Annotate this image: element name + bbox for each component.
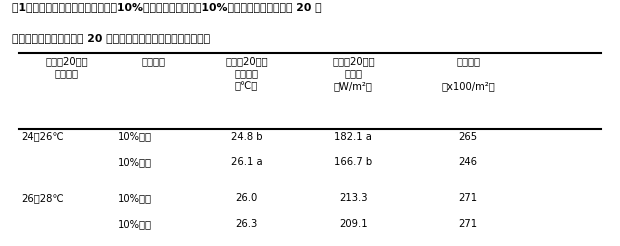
Text: 166.7 b: 166.7 b: [334, 157, 373, 168]
Text: 24～26℃: 24～26℃: [22, 132, 64, 142]
Text: 271: 271: [459, 193, 477, 203]
Text: 出穂後20日間
日射量
（W/m²）: 出穂後20日間 日射量 （W/m²）: [332, 56, 374, 92]
Text: 乳白粒率: 乳白粒率: [141, 56, 166, 66]
Text: 表1　乳白粒の発生率が高い地点（10%以上）と低い地点（10%以下）における出穂前 20 日: 表1 乳白粒の発生率が高い地点（10%以上）と低い地点（10%以下）における出穂…: [12, 2, 322, 13]
Text: 24.8 b: 24.8 b: [231, 132, 262, 142]
Text: 10%以上: 10%以上: [118, 219, 152, 229]
Text: 26～28℃: 26～28℃: [22, 193, 64, 203]
Text: 265: 265: [459, 132, 477, 142]
Text: 182.1 a: 182.1 a: [334, 132, 373, 142]
Text: 間平均気温、出穂後 20 日間日射量、および稔実籾数の比較: 間平均気温、出穂後 20 日間日射量、および稔実籾数の比較: [12, 33, 211, 43]
Text: 26.1 a: 26.1 a: [231, 157, 262, 168]
Text: 出穂後20日間
平均気温: 出穂後20日間 平均気温: [45, 56, 88, 79]
Text: 出穂前20日間
平均気温
（℃）: 出穂前20日間 平均気温 （℃）: [225, 56, 268, 92]
Text: 稔実籾数

（x100/m²）: 稔実籾数 （x100/m²）: [441, 56, 495, 92]
Text: 271: 271: [459, 219, 477, 229]
Text: 246: 246: [459, 157, 477, 168]
Text: 10%未満: 10%未満: [118, 193, 152, 203]
Text: 10%以上: 10%以上: [118, 157, 152, 168]
Text: 213.3: 213.3: [339, 193, 368, 203]
Text: 10%未満: 10%未満: [118, 132, 152, 142]
Text: 209.1: 209.1: [339, 219, 368, 229]
Text: 26.3: 26.3: [236, 219, 257, 229]
Text: 26.0: 26.0: [236, 193, 257, 203]
